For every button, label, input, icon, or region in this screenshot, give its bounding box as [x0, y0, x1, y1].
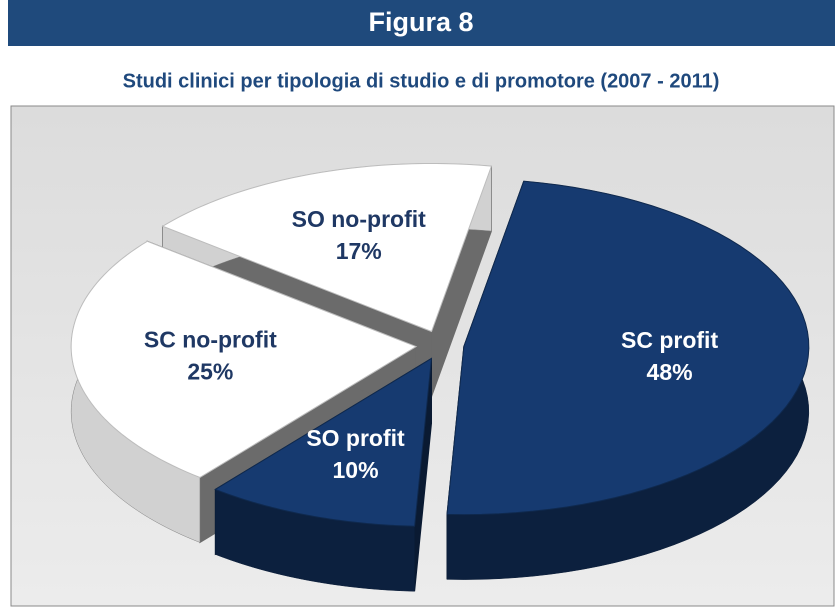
slice-label: SC profit: [621, 327, 718, 353]
slice-value-label: 10%: [332, 457, 378, 483]
slice-label: SO no-profit: [292, 206, 426, 232]
pie-slice: [161, 163, 493, 333]
slice-value-label: 25%: [187, 359, 233, 385]
pie-slice: [214, 357, 433, 527]
header-bar: [8, 0, 835, 46]
pie-slice: [446, 180, 810, 516]
chart-title: Figura 8: [368, 7, 473, 37]
slice-value-label: 48%: [647, 359, 693, 385]
slice-label: SO profit: [306, 425, 405, 451]
slice-label: SC no-profit: [144, 327, 277, 353]
pie-slice: [70, 240, 418, 479]
chart-subtitle: Studi clinici per tipologia di studio e …: [123, 70, 720, 92]
slice-value-label: 17%: [336, 238, 382, 264]
